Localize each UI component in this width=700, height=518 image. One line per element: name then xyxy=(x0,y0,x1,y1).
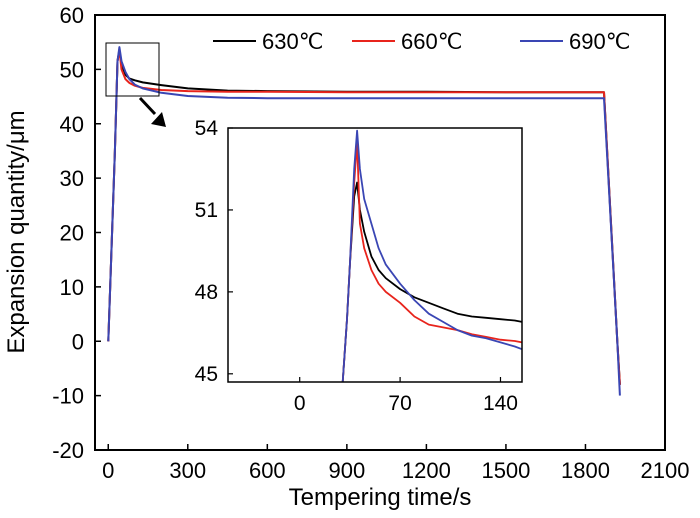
x-tick-label: 1500 xyxy=(481,458,530,483)
legend-label-630: 630℃ xyxy=(262,29,323,54)
y-tick-label: 60 xyxy=(60,3,84,28)
y-axis-title: Expansion quantity/μm xyxy=(3,110,30,353)
inset-y-tick-label: 48 xyxy=(195,281,218,304)
inset-x-tick-label: 70 xyxy=(388,392,411,415)
inset-chart: 0 70 140 54 51 48 45 xyxy=(195,117,523,415)
zoom-arrow-head xyxy=(151,112,166,127)
y-tick-label: -20 xyxy=(52,438,84,463)
main-series-group xyxy=(107,46,621,396)
series-line-690 xyxy=(107,46,621,396)
x-tick-label: 1800 xyxy=(561,458,610,483)
inset-y-axis-ticks: 54 51 48 45 xyxy=(195,117,233,386)
inset-y-tick-label: 51 xyxy=(195,199,218,222)
inset-background xyxy=(228,128,522,382)
inset-series-line-630 xyxy=(341,181,523,383)
y-axis-ticks: 60 50 40 30 20 10 0 -10 -20 xyxy=(52,3,101,463)
legend-label-660: 660℃ xyxy=(401,29,462,54)
x-tick-label: 1200 xyxy=(402,458,451,483)
x-tick-label: 600 xyxy=(249,458,286,483)
inset-x-axis-ticks: 0 70 140 xyxy=(294,377,518,415)
legend: 630℃ 660℃ 690℃ xyxy=(213,29,630,54)
y-tick-label: 10 xyxy=(60,275,84,300)
x-tick-label: 900 xyxy=(329,458,366,483)
y-tick-label: 20 xyxy=(60,221,84,246)
y-tick-label: 30 xyxy=(60,166,84,191)
inset-series-line-690 xyxy=(341,129,523,383)
x-axis-ticks: 0 300 600 900 1200 1500 1800 2100 xyxy=(102,444,689,483)
inset-y-tick-label: 54 xyxy=(195,117,219,140)
inset-x-tick-label: 140 xyxy=(483,392,518,415)
zoom-arrow-line xyxy=(138,96,157,116)
inset-y-tick-label: 45 xyxy=(195,363,218,386)
x-axis-title: Tempering time/s xyxy=(289,484,472,511)
x-tick-label: 300 xyxy=(169,458,206,483)
y-tick-label: 40 xyxy=(60,112,84,137)
y-tick-label: 50 xyxy=(60,57,84,82)
zoom-region-box xyxy=(105,42,160,97)
inset-frame xyxy=(227,127,523,383)
x-tick-label: 0 xyxy=(102,458,114,483)
y-tick-label: -10 xyxy=(52,384,84,409)
inset-series-group xyxy=(341,129,523,383)
inset-x-tick-label: 0 xyxy=(294,392,306,415)
legend-label-690: 690℃ xyxy=(569,29,630,54)
x-tick-label: 2100 xyxy=(641,458,690,483)
y-tick-label: 0 xyxy=(72,329,84,354)
